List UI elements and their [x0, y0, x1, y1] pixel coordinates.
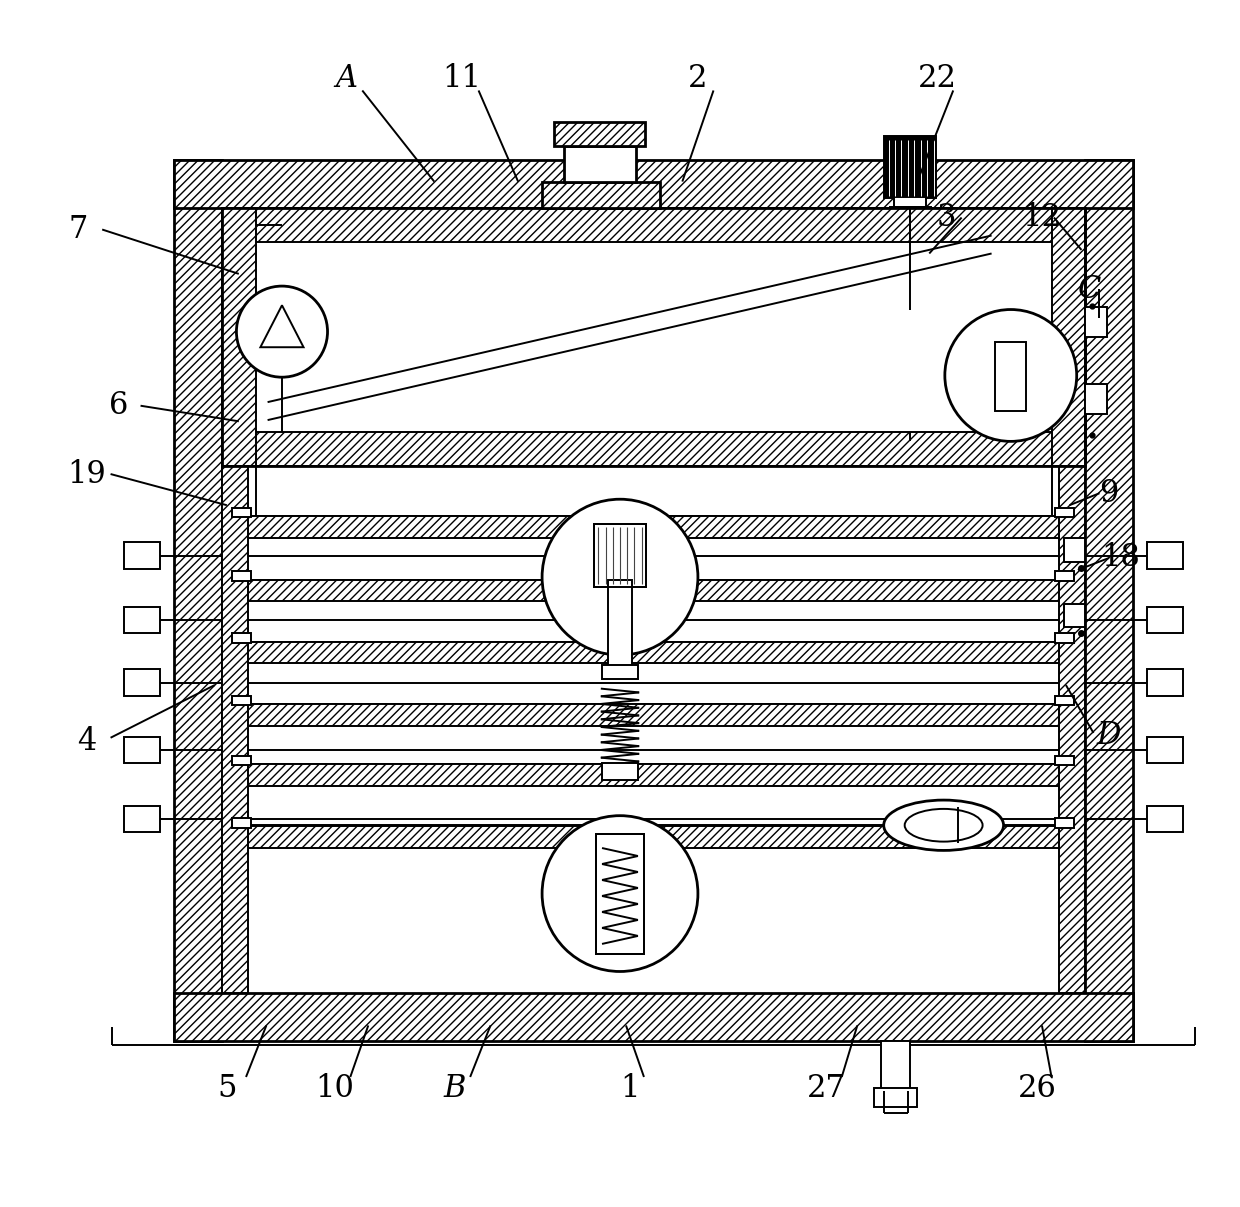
Bar — [232, 818, 250, 828]
Bar — [232, 634, 250, 643]
Bar — [603, 665, 639, 680]
Text: 27: 27 — [807, 1073, 846, 1104]
Bar — [222, 704, 1085, 725]
Bar — [124, 542, 160, 568]
Circle shape — [542, 500, 698, 655]
Bar — [1052, 208, 1085, 466]
Text: 19: 19 — [67, 459, 105, 490]
Bar — [124, 806, 160, 833]
Text: C: C — [1079, 274, 1101, 305]
Bar — [1147, 736, 1183, 763]
Bar — [1147, 670, 1183, 695]
Bar — [222, 208, 1085, 466]
Text: 2: 2 — [688, 63, 708, 94]
Bar — [1064, 537, 1085, 561]
Bar — [608, 579, 632, 670]
Bar — [594, 524, 646, 587]
Bar — [222, 466, 248, 993]
Bar — [232, 571, 250, 581]
Bar — [222, 827, 1085, 849]
Bar — [174, 993, 1133, 1040]
Bar — [232, 756, 250, 765]
Bar — [1055, 634, 1074, 643]
Bar — [1085, 307, 1106, 337]
Bar — [596, 834, 644, 954]
Text: D: D — [1097, 719, 1121, 751]
Text: 26: 26 — [1018, 1073, 1056, 1104]
Bar — [222, 208, 252, 466]
Bar — [1055, 508, 1074, 517]
Bar — [222, 764, 1085, 786]
Bar — [174, 161, 222, 1040]
Circle shape — [945, 309, 1076, 442]
Bar — [594, 524, 646, 587]
Bar — [882, 1040, 910, 1091]
Text: 3: 3 — [936, 202, 956, 233]
Bar — [542, 181, 660, 208]
Bar — [124, 736, 160, 763]
Text: 11: 11 — [443, 63, 481, 94]
Bar — [174, 161, 1133, 208]
Bar — [1059, 208, 1085, 993]
Text: 18: 18 — [1101, 542, 1141, 573]
Bar — [222, 214, 248, 460]
Bar — [874, 1088, 918, 1107]
Text: 9: 9 — [1100, 478, 1118, 508]
Text: 5: 5 — [217, 1073, 237, 1104]
Bar — [1055, 756, 1074, 765]
Bar — [1147, 607, 1183, 634]
Bar — [564, 146, 636, 181]
Bar — [554, 122, 645, 146]
Bar — [232, 695, 250, 705]
Bar — [1147, 806, 1183, 833]
Bar — [255, 241, 1052, 432]
Bar — [1147, 542, 1183, 568]
Bar — [222, 208, 1085, 241]
Bar — [1085, 161, 1133, 1040]
Bar — [222, 208, 255, 466]
Circle shape — [542, 816, 698, 972]
Text: 4: 4 — [77, 725, 97, 757]
Text: B: B — [444, 1073, 466, 1104]
Text: A: A — [336, 63, 357, 94]
Ellipse shape — [884, 800, 1003, 851]
Text: 22: 22 — [918, 63, 957, 94]
Bar — [124, 607, 160, 634]
Bar — [222, 432, 1085, 466]
Text: 1: 1 — [620, 1073, 640, 1104]
Bar — [222, 517, 1085, 537]
Bar — [124, 670, 160, 695]
Text: 12: 12 — [1023, 202, 1061, 233]
Circle shape — [237, 286, 327, 378]
Text: 7: 7 — [68, 214, 88, 245]
Bar — [1085, 384, 1106, 414]
Text: 6: 6 — [109, 390, 129, 421]
Bar — [1064, 604, 1085, 628]
Bar — [232, 508, 250, 517]
Text: 10: 10 — [315, 1073, 355, 1104]
Bar — [222, 579, 1085, 601]
Bar — [222, 642, 1085, 664]
Bar — [996, 342, 1027, 412]
Bar — [603, 763, 639, 780]
Ellipse shape — [905, 809, 982, 841]
Bar — [596, 834, 644, 954]
Bar — [1055, 818, 1074, 828]
Bar — [884, 136, 936, 198]
Bar — [894, 197, 926, 206]
Bar — [1055, 571, 1074, 581]
Bar — [1055, 695, 1074, 705]
